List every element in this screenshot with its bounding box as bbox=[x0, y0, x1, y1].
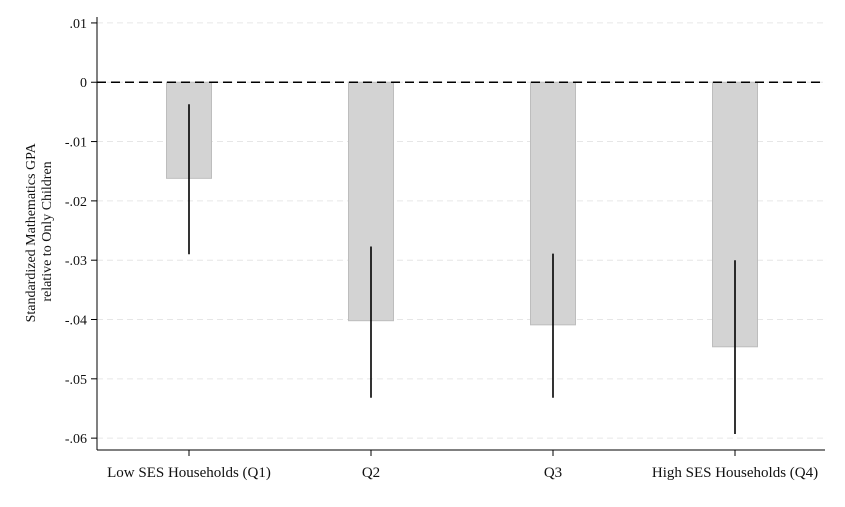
x-category-label: Q2 bbox=[362, 465, 380, 481]
category-labels: Low SES Households (Q1) Q2 Q3 High SES Hous… bbox=[107, 450, 818, 481]
x-category-label: Low SES Households (Q1) bbox=[107, 465, 271, 481]
y-tick-label: -.03 bbox=[65, 254, 87, 269]
x-category-label: High SES Households (Q4) bbox=[652, 465, 818, 481]
y-tick-label: -.04 bbox=[65, 314, 87, 329]
y-tick-label: -.01 bbox=[65, 136, 87, 151]
bars bbox=[166, 81, 758, 348]
y-axis-title: Standardized Mathematics GPA relative to… bbox=[24, 141, 55, 323]
y-tick-labels: .01 0 -.01 -.02 -.03 -.04 -.05 -.06 bbox=[65, 17, 97, 447]
y-axis-title-line-1: Standardized Mathematics GPA bbox=[24, 142, 39, 322]
error-bars bbox=[188, 104, 736, 434]
y-tick-label: -.02 bbox=[65, 195, 87, 210]
y-tick-label: -.06 bbox=[65, 432, 87, 447]
x-category-label: Q3 bbox=[544, 465, 562, 481]
axes bbox=[96, 17, 825, 451]
y-tick-label: -.05 bbox=[65, 373, 87, 388]
y-tick-label: .01 bbox=[70, 17, 88, 32]
y-axis-title-line-2: relative to Only Children bbox=[40, 161, 55, 301]
y-tick-label: 0 bbox=[80, 76, 87, 91]
